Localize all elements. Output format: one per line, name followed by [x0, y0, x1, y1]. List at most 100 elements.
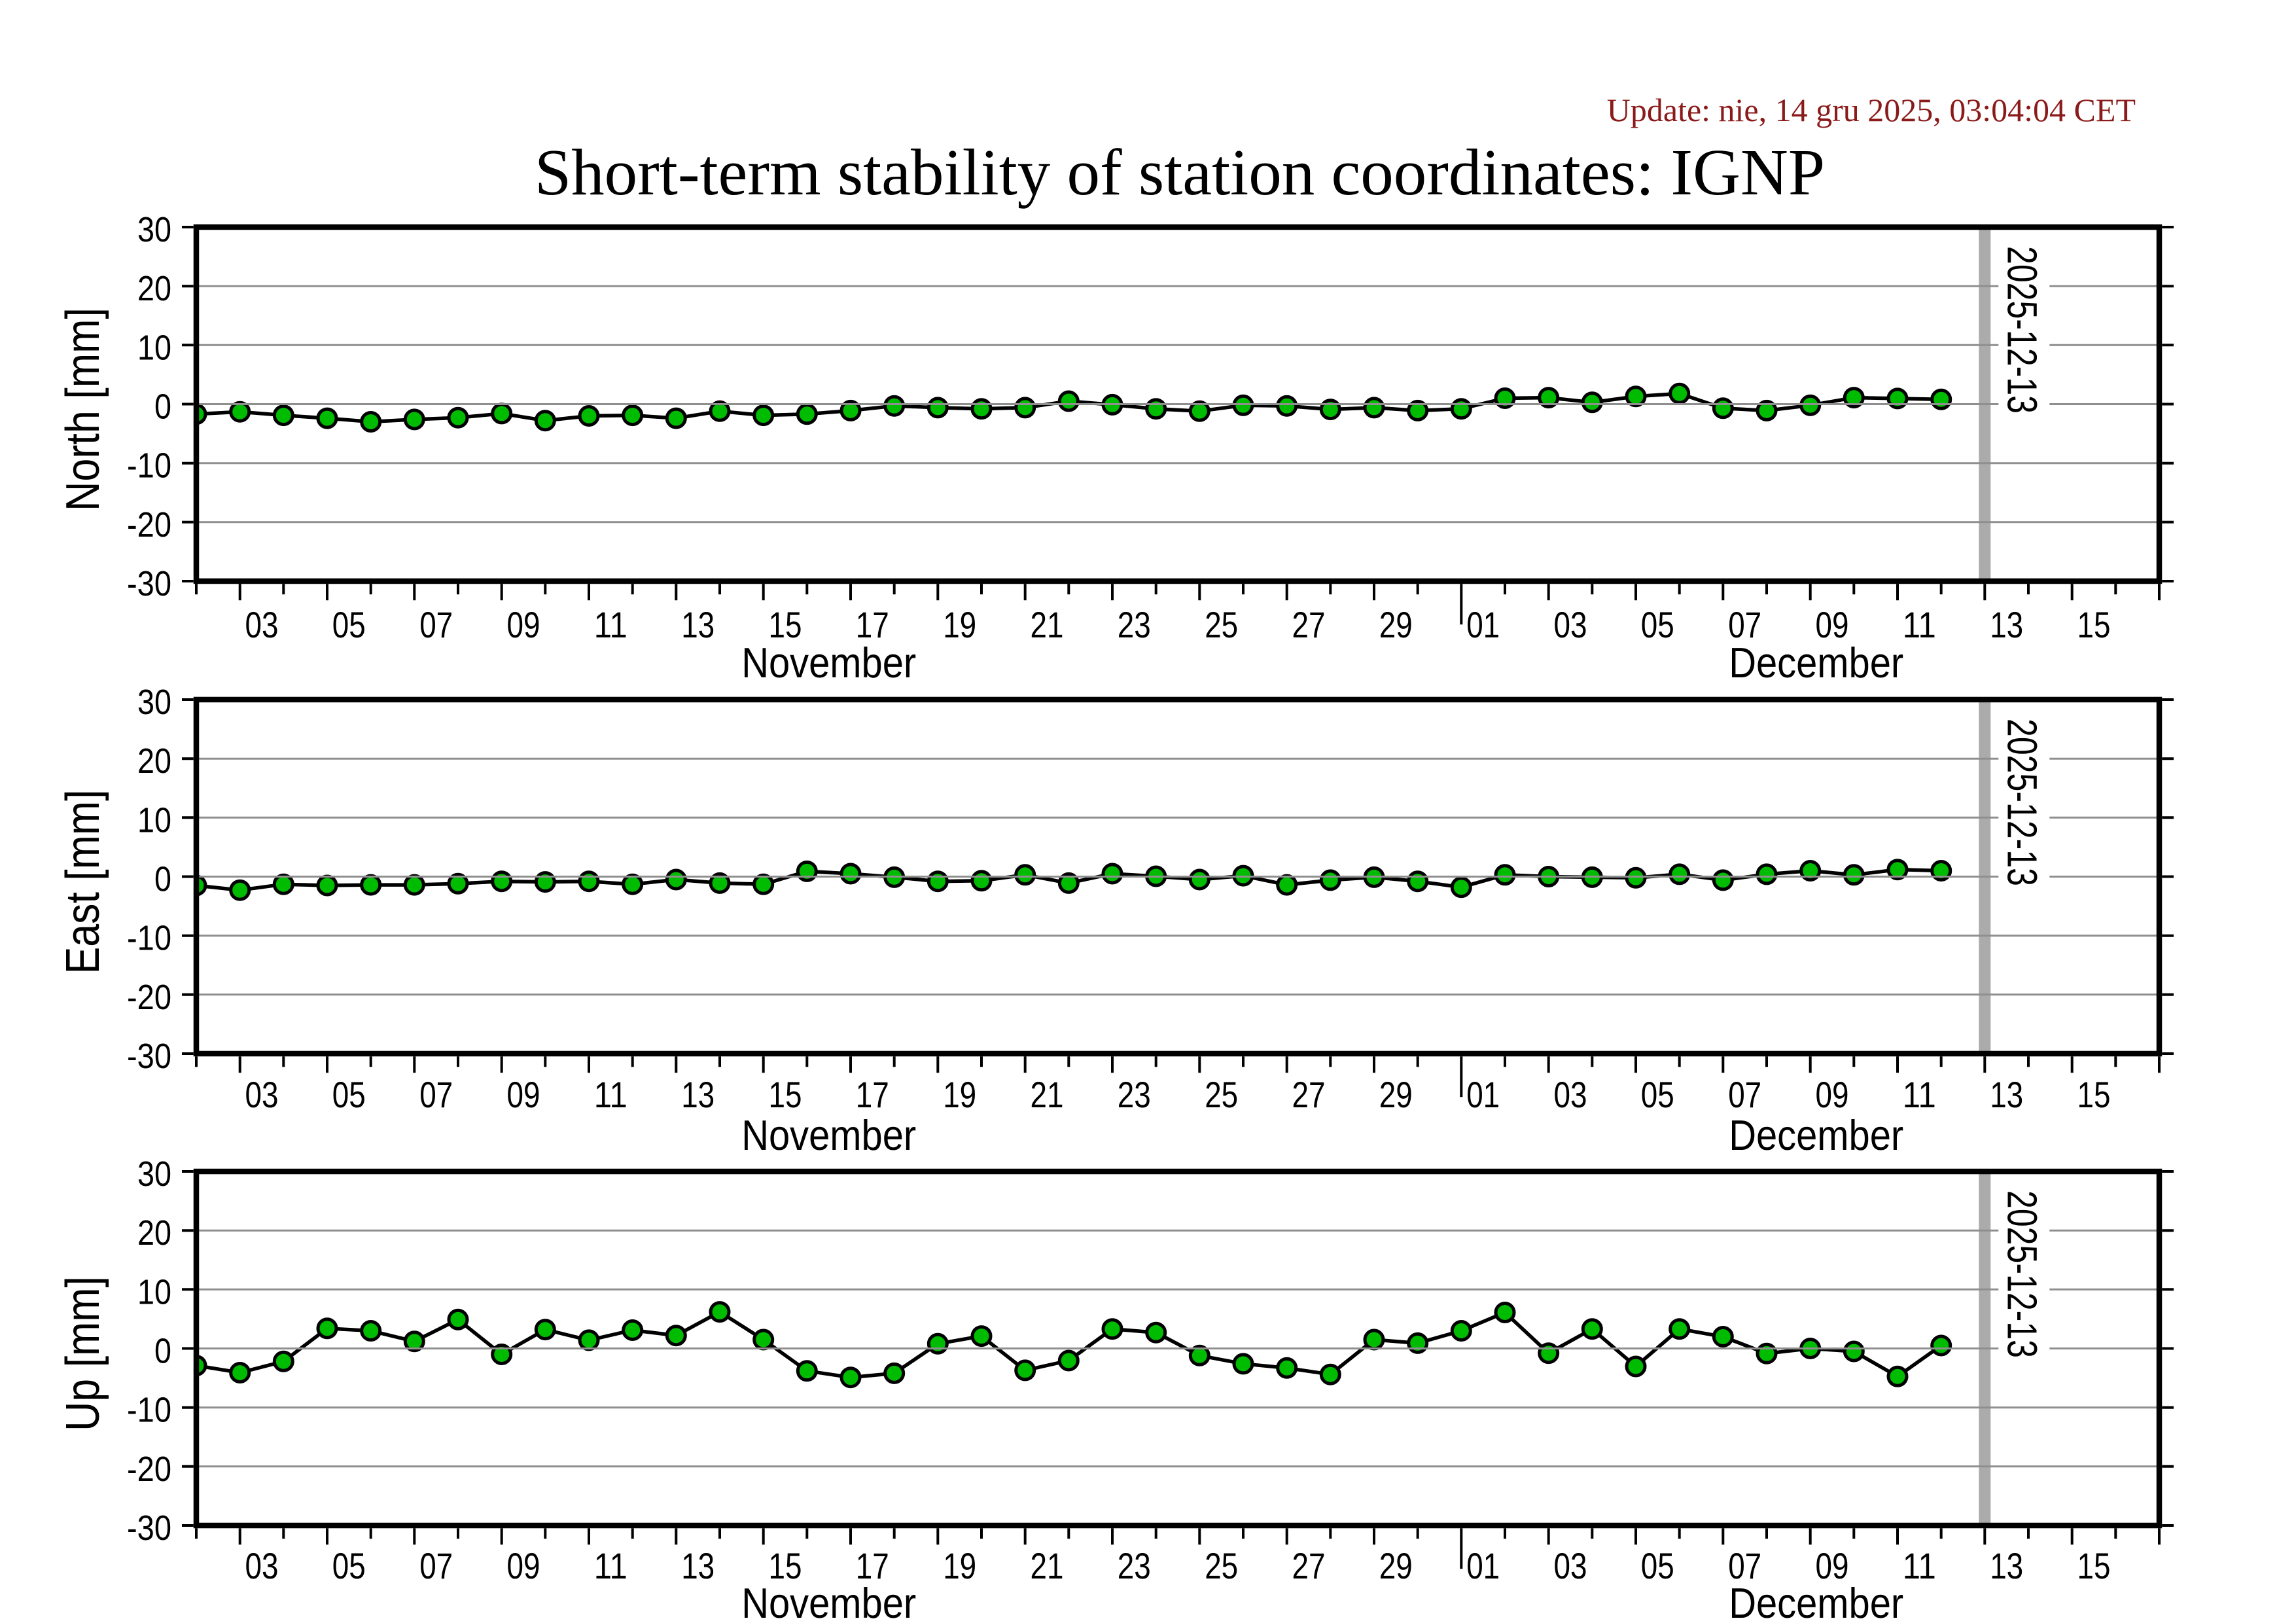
- svg-text:19: 19: [943, 1545, 976, 1586]
- svg-text:15: 15: [2077, 1545, 2111, 1586]
- svg-text:-10: -10: [127, 446, 171, 486]
- svg-text:-20: -20: [127, 978, 171, 1017]
- svg-text:-30: -30: [127, 1037, 171, 1076]
- svg-text:25: 25: [1205, 1074, 1238, 1115]
- svg-text:01: 01: [1466, 1545, 1500, 1586]
- svg-text:23: 23: [1118, 1074, 1151, 1115]
- svg-text:15: 15: [2077, 604, 2111, 645]
- svg-text:19: 19: [943, 604, 976, 645]
- svg-text:-10: -10: [127, 1391, 171, 1430]
- svg-text:13: 13: [681, 1545, 715, 1586]
- svg-text:03: 03: [1554, 604, 1587, 645]
- svg-text:05: 05: [1641, 604, 1674, 645]
- svg-text:25: 25: [1205, 604, 1238, 645]
- svg-text:15: 15: [769, 1545, 802, 1586]
- svg-text:2025-12-13: 2025-12-13: [1998, 1190, 2045, 1358]
- svg-text:North [mm]: North [mm]: [57, 308, 109, 511]
- svg-text:13: 13: [681, 604, 715, 645]
- svg-text:30: 30: [137, 210, 171, 249]
- svg-text:2025-12-13: 2025-12-13: [1998, 246, 2045, 414]
- svg-text:21: 21: [1031, 604, 1064, 645]
- svg-text:09: 09: [1816, 604, 1849, 645]
- svg-text:07: 07: [419, 1074, 453, 1115]
- svg-text:29: 29: [1379, 1074, 1413, 1115]
- svg-text:03: 03: [245, 604, 279, 645]
- svg-text:09: 09: [1816, 1545, 1849, 1586]
- svg-text:27: 27: [1292, 1074, 1326, 1115]
- svg-text:11: 11: [594, 1545, 627, 1586]
- svg-text:21: 21: [1031, 1545, 1064, 1586]
- svg-text:0: 0: [154, 1332, 171, 1371]
- svg-text:05: 05: [1641, 1545, 1674, 1586]
- svg-text:20: 20: [137, 741, 171, 781]
- svg-text:November: November: [741, 1111, 916, 1159]
- svg-text:05: 05: [332, 1074, 366, 1115]
- svg-text:03: 03: [245, 1074, 279, 1115]
- svg-text:-30: -30: [127, 564, 171, 603]
- svg-text:December: December: [1729, 639, 1903, 687]
- svg-text:November: November: [741, 639, 916, 687]
- svg-text:Up [mm]: Up [mm]: [57, 1276, 109, 1431]
- svg-text:09: 09: [507, 604, 540, 645]
- svg-text:11: 11: [1903, 1545, 1936, 1586]
- svg-text:20: 20: [137, 269, 171, 308]
- svg-text:13: 13: [1990, 1074, 2023, 1115]
- svg-text:17: 17: [856, 1545, 889, 1586]
- svg-text:11: 11: [594, 604, 627, 645]
- svg-text:-20: -20: [127, 1450, 171, 1489]
- svg-text:15: 15: [769, 604, 802, 645]
- svg-text:17: 17: [856, 604, 889, 645]
- svg-text:07: 07: [1728, 1545, 1761, 1586]
- svg-text:27: 27: [1292, 1545, 1326, 1586]
- svg-text:05: 05: [332, 604, 366, 645]
- svg-text:17: 17: [856, 1074, 889, 1115]
- svg-text:December: December: [1729, 1579, 1903, 1623]
- svg-text:10: 10: [137, 328, 171, 367]
- svg-text:29: 29: [1379, 604, 1413, 645]
- svg-text:09: 09: [1816, 1074, 1849, 1115]
- svg-text:30: 30: [137, 1154, 171, 1194]
- svg-text:November: November: [741, 1579, 916, 1623]
- svg-text:03: 03: [1554, 1545, 1587, 1586]
- svg-text:11: 11: [594, 1074, 627, 1115]
- svg-text:13: 13: [681, 1074, 715, 1115]
- svg-text:23: 23: [1118, 1545, 1151, 1586]
- svg-text:20: 20: [137, 1213, 171, 1253]
- svg-text:07: 07: [419, 1545, 453, 1586]
- svg-text:December: December: [1729, 1111, 1903, 1159]
- svg-text:01: 01: [1466, 604, 1500, 645]
- svg-text:-10: -10: [127, 919, 171, 958]
- svg-text:30: 30: [137, 683, 171, 722]
- svg-text:25: 25: [1205, 1545, 1238, 1586]
- svg-text:03: 03: [1554, 1074, 1587, 1115]
- svg-text:10: 10: [137, 800, 171, 840]
- svg-text:-20: -20: [127, 505, 171, 544]
- svg-text:07: 07: [1728, 1074, 1761, 1115]
- svg-text:11: 11: [1903, 1074, 1936, 1115]
- svg-text:0: 0: [154, 860, 171, 899]
- svg-text:09: 09: [507, 1545, 540, 1586]
- svg-text:Short-term stability of statio: Short-term stability of station coordina…: [535, 135, 1825, 209]
- svg-text:05: 05: [1641, 1074, 1674, 1115]
- svg-text:01: 01: [1466, 1074, 1500, 1115]
- svg-text:13: 13: [1990, 604, 2023, 645]
- svg-text:15: 15: [2077, 1074, 2111, 1115]
- svg-text:Update: nie, 14 gru 2025, 03:0: Update: nie, 14 gru 2025, 03:04:04 CET: [1607, 92, 2136, 128]
- svg-text:07: 07: [1728, 604, 1761, 645]
- svg-text:23: 23: [1118, 604, 1151, 645]
- svg-text:09: 09: [507, 1074, 540, 1115]
- svg-text:07: 07: [419, 604, 453, 645]
- svg-text:21: 21: [1031, 1074, 1064, 1115]
- svg-text:27: 27: [1292, 604, 1326, 645]
- svg-text:East [mm]: East [mm]: [57, 790, 109, 974]
- svg-text:05: 05: [332, 1545, 366, 1586]
- svg-text:2025-12-13: 2025-12-13: [1998, 719, 2045, 886]
- svg-text:-30: -30: [127, 1508, 171, 1548]
- svg-text:29: 29: [1379, 1545, 1413, 1586]
- svg-text:15: 15: [769, 1074, 802, 1115]
- svg-text:19: 19: [943, 1074, 976, 1115]
- svg-text:13: 13: [1990, 1545, 2023, 1586]
- svg-text:11: 11: [1903, 604, 1936, 645]
- svg-text:10: 10: [137, 1272, 171, 1311]
- svg-text:0: 0: [154, 387, 171, 427]
